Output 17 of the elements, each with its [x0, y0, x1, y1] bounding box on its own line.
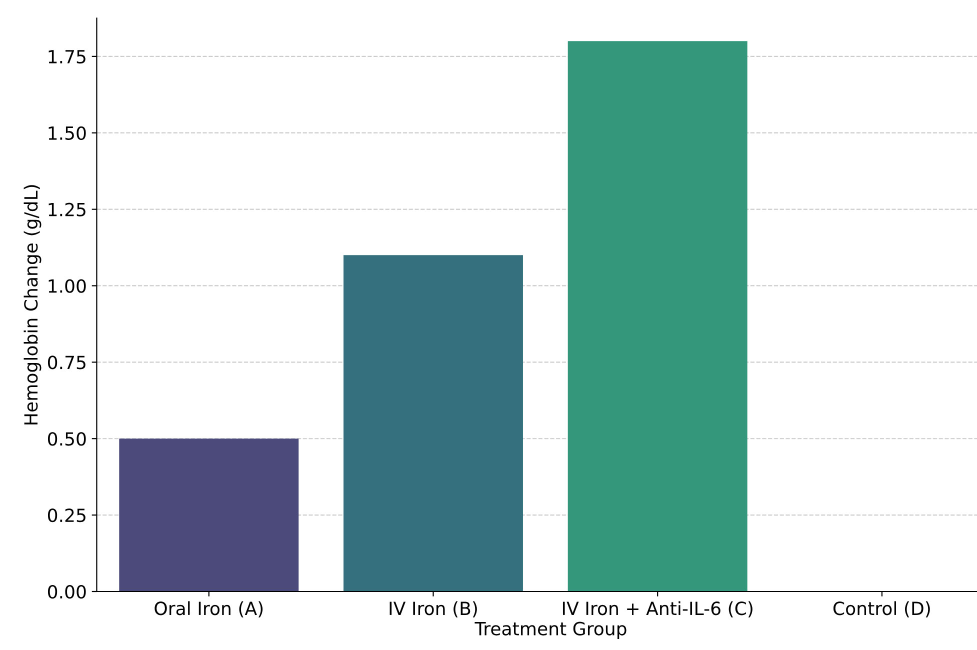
x-tick-label: IV Iron + Anti-IL-6 (C): [562, 601, 752, 618]
bar: [568, 41, 748, 592]
y-tick-label: 1.25: [48, 202, 86, 216]
y-tick-label: 1.00: [48, 279, 86, 293]
y-tick-label: 0.50: [48, 432, 86, 446]
y-tick-label: 0.75: [48, 356, 86, 370]
y-tick-label: 0.00: [48, 584, 86, 599]
y-tick-label: 1.75: [48, 50, 86, 64]
bar: [119, 438, 299, 592]
y-axis-title: Hemoglobin Change (g/dL): [24, 185, 42, 424]
x-tick-label: Control (D): [833, 601, 930, 618]
x-tick-label: IV Iron (B): [390, 601, 477, 618]
x-tick-label: Oral Iron (A): [154, 601, 263, 618]
x-axis-title: Treatment Group: [474, 622, 626, 639]
bar: [344, 255, 523, 592]
y-tick-label: 1.50: [48, 126, 86, 140]
y-tick-label: 0.25: [48, 508, 86, 522]
